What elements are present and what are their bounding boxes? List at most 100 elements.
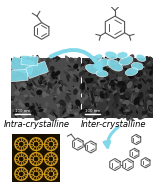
Ellipse shape [12,80,16,81]
Ellipse shape [19,101,25,105]
Ellipse shape [137,84,142,89]
Ellipse shape [85,80,94,84]
Ellipse shape [147,114,150,117]
Ellipse shape [112,110,113,118]
Ellipse shape [138,109,143,111]
Ellipse shape [56,103,60,107]
Ellipse shape [112,60,115,62]
Ellipse shape [28,115,29,116]
Ellipse shape [14,68,17,69]
Bar [12,134,60,182]
Ellipse shape [67,114,70,117]
Ellipse shape [77,68,79,73]
Ellipse shape [18,114,21,116]
Ellipse shape [33,70,37,73]
Ellipse shape [30,87,34,91]
Ellipse shape [93,94,102,100]
FancyArrowPatch shape [51,50,101,70]
Ellipse shape [78,61,81,66]
Ellipse shape [74,70,82,74]
Ellipse shape [97,70,103,75]
Ellipse shape [114,109,122,113]
Ellipse shape [128,107,130,109]
Ellipse shape [127,110,132,114]
Ellipse shape [84,67,90,75]
Ellipse shape [127,81,133,88]
Ellipse shape [11,81,16,84]
Ellipse shape [117,69,121,73]
Ellipse shape [84,70,89,78]
Ellipse shape [26,71,30,77]
Ellipse shape [62,83,67,87]
Ellipse shape [23,84,27,88]
Ellipse shape [100,82,101,84]
Ellipse shape [27,109,31,111]
Ellipse shape [16,93,17,94]
Ellipse shape [124,107,132,109]
Ellipse shape [45,78,50,82]
Ellipse shape [24,103,29,107]
Ellipse shape [15,66,20,70]
Ellipse shape [137,83,142,85]
Ellipse shape [109,81,116,87]
Ellipse shape [22,60,26,65]
Ellipse shape [142,115,147,119]
Ellipse shape [107,58,113,65]
Ellipse shape [39,73,42,75]
Ellipse shape [50,78,53,82]
Ellipse shape [73,76,78,82]
Ellipse shape [110,62,114,66]
Ellipse shape [10,76,16,83]
Ellipse shape [137,92,140,96]
Ellipse shape [53,97,56,99]
Ellipse shape [11,96,14,99]
Ellipse shape [119,104,125,106]
Ellipse shape [84,102,90,106]
Ellipse shape [96,115,97,118]
Ellipse shape [111,81,117,88]
Ellipse shape [135,74,140,80]
Ellipse shape [35,112,39,113]
Ellipse shape [58,73,60,81]
Ellipse shape [39,85,46,88]
Ellipse shape [152,98,153,99]
Ellipse shape [148,111,153,117]
Ellipse shape [16,67,21,73]
Ellipse shape [109,72,112,81]
Polygon shape [18,171,24,177]
Ellipse shape [125,109,130,112]
Ellipse shape [118,114,122,116]
Ellipse shape [111,58,113,61]
Ellipse shape [96,70,108,77]
Ellipse shape [35,55,39,62]
Ellipse shape [147,113,153,117]
Ellipse shape [104,90,107,96]
Ellipse shape [44,63,50,69]
Ellipse shape [33,70,36,73]
Ellipse shape [41,80,44,82]
Ellipse shape [116,74,118,77]
Ellipse shape [113,90,117,94]
Ellipse shape [144,66,152,70]
Ellipse shape [82,110,86,112]
Ellipse shape [81,74,87,78]
Ellipse shape [112,103,116,106]
Ellipse shape [135,70,143,77]
Ellipse shape [13,61,15,64]
Ellipse shape [146,79,152,83]
Ellipse shape [101,67,102,68]
Ellipse shape [28,83,32,87]
Ellipse shape [120,102,121,105]
Ellipse shape [86,77,94,84]
Ellipse shape [124,113,129,116]
Ellipse shape [145,102,146,104]
Ellipse shape [26,81,31,85]
Ellipse shape [56,115,57,122]
Ellipse shape [149,98,153,101]
Ellipse shape [36,88,42,93]
Ellipse shape [9,96,14,101]
Ellipse shape [45,83,48,90]
Ellipse shape [13,110,15,112]
Ellipse shape [34,70,41,76]
Ellipse shape [136,109,140,114]
